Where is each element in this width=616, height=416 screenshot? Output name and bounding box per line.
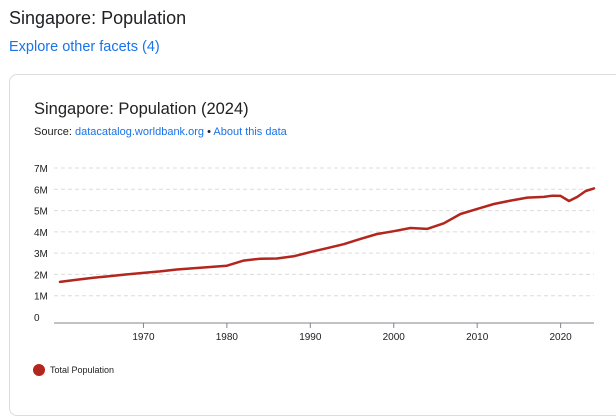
about-data-link[interactable]: About this data — [213, 126, 287, 138]
y-tick-label: 3M — [34, 249, 48, 260]
page-title: Singapore: Population — [9, 8, 187, 28]
y-tick-label: 4M — [34, 228, 48, 239]
x-tick-label: 2010 — [466, 332, 489, 343]
chart-title: Singapore: Population (2024) — [34, 100, 249, 118]
source-link[interactable]: datacatalog.worldbank.org — [74, 126, 205, 138]
x-tick-label: 1970 — [132, 332, 155, 343]
legend-label: Total Population — [50, 365, 115, 375]
legend-swatch-icon — [33, 364, 45, 376]
y-tick-label: 0 — [34, 313, 40, 324]
population-line-chart: 0 1M 2M 3M 4M 5M 6M 7M 1970 1980 1990 2000 2010 2020 — [34, 164, 596, 343]
source-line: Source: datacatalog.worldbank.org • Abou… — [34, 126, 287, 138]
y-tick-label: 5M — [34, 207, 48, 218]
source-label: Source: — [34, 126, 72, 138]
source-separator: • — [207, 126, 211, 138]
explore-facets-link[interactable]: Explore other facets (4) — [9, 39, 160, 55]
y-tick-label: 1M — [34, 292, 48, 303]
x-tick-label: 1990 — [299, 332, 322, 343]
y-tick-label: 7M — [34, 164, 48, 175]
x-tick-label: 2000 — [383, 332, 406, 343]
series-line-total-population — [58, 187, 596, 284]
chart-card — [9, 74, 616, 416]
x-tick-label: 1980 — [216, 332, 239, 343]
y-tick-label: 6M — [34, 185, 48, 196]
y-tick-label: 2M — [34, 270, 48, 281]
x-tick-label: 2020 — [550, 332, 573, 343]
chart-legend: Total Population — [33, 364, 114, 376]
